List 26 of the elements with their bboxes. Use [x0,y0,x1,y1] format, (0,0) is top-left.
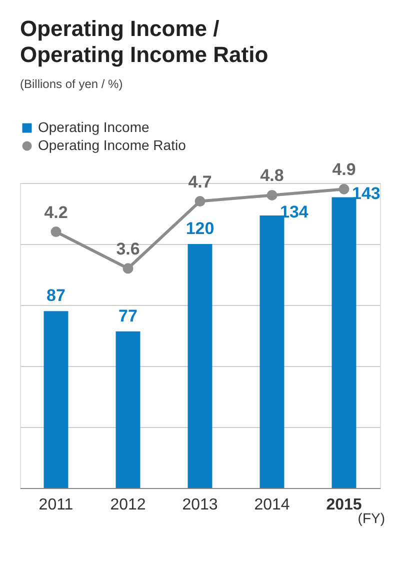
bar [44,311,68,488]
point [194,196,206,207]
data-label: 4.7 [188,172,212,192]
data-label: 4.8 [260,166,284,186]
data-label: 4.2 [44,202,68,222]
x-tick-label: 2013 [182,496,218,514]
legend-label: Operating Income Ratio [38,137,186,153]
data-label: 87 [46,286,66,306]
chart-title: Operating Income / Operating Income Ratio [20,16,268,67]
legend-label: Operating Income [38,119,150,135]
chart-subtitle: (Billions of yen / %) [20,77,123,91]
point [50,226,62,238]
data-label: 120 [186,219,214,238]
data-label: 4.9 [332,160,356,180]
point [266,190,278,200]
data-label: 134 [280,202,309,222]
data-label: 143 [352,184,380,204]
point [122,263,134,274]
x-tick-label: 2014 [254,496,290,514]
bar [188,244,212,488]
point [338,184,350,194]
data-label: 3.6 [116,239,140,258]
x-tick-label: 2011 [38,496,74,514]
x-tick-label: 2012 [110,496,146,514]
data-label: 77 [118,306,138,326]
bar [116,331,140,488]
